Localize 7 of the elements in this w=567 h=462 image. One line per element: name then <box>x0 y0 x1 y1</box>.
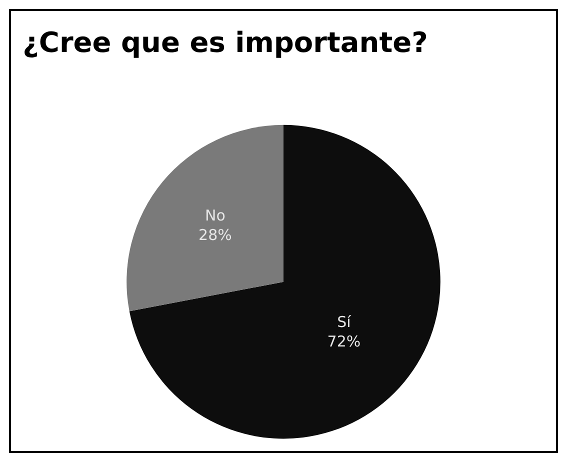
pie-slice <box>126 124 284 312</box>
data-label: 28% <box>198 226 232 244</box>
pie-slice <box>129 124 440 439</box>
data-label: 72% <box>327 332 361 351</box>
slice-label: Sí <box>337 313 352 332</box>
slice-label: No <box>205 206 226 225</box>
chart-title: ¿Cree que es importante? <box>22 26 428 59</box>
